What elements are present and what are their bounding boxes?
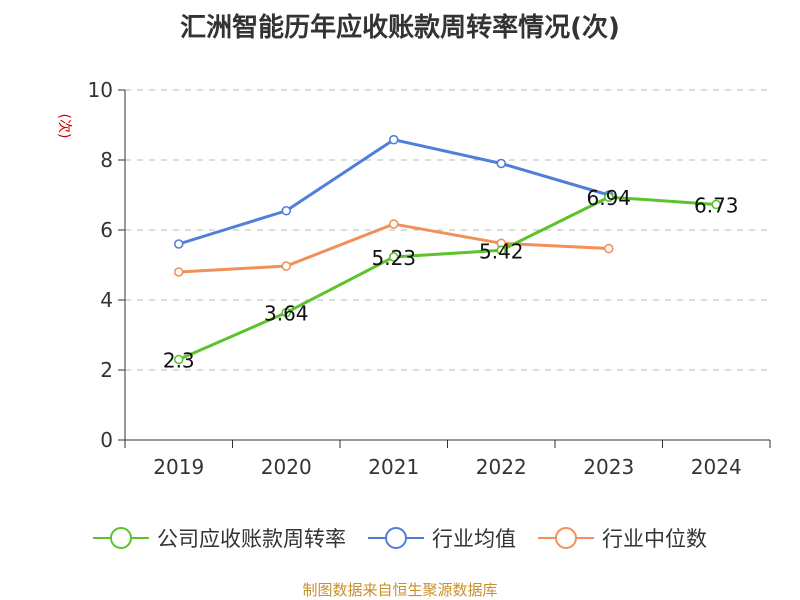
series-line-1 [178,195,717,361]
legend[interactable]: 公司应收账款周转率 行业均值 行业中位数 [93,527,707,551]
x-tick-label: 2024 [691,455,742,479]
data-point[interactable] [173,239,184,249]
data-label: 5.42 [479,239,524,263]
axes [118,89,771,448]
y-tick-label: 2 [100,358,113,382]
x-tick-label: 2023 [583,455,634,479]
y-tick-label: 8 [100,148,113,172]
legend-marker[interactable] [385,527,407,549]
series-lines [173,134,722,365]
y-tick-label: 4 [100,288,113,312]
legend-label[interactable]: 行业均值 [432,527,516,551]
data-labels: 2.3 3.64 5.23 5.42 6.94 6.73 [163,186,739,372]
data-label: 6.94 [586,186,631,210]
data-point[interactable] [603,192,614,202]
data-point[interactable] [173,354,184,365]
y-tick-label: 6 [100,218,113,242]
data-label: 6.73 [694,193,739,217]
data-point[interactable] [388,134,399,145]
x-tick-label: 2021 [368,455,419,479]
data-point[interactable] [496,158,507,169]
legend-label[interactable]: 行业中位数 [602,527,707,551]
y-tick-label: 10 [88,78,113,102]
data-label: 3.64 [264,302,309,326]
tick-labels: 0 2 4 6 8 10 2019 2020 2021 2022 2023 2024 [88,78,742,479]
data-point[interactable] [388,252,399,262]
data-point[interactable] [173,267,184,277]
data-point[interactable] [711,199,722,210]
data-point[interactable] [281,307,292,318]
data-point[interactable] [281,205,292,216]
chart-title: 汇洲智能历年应收账款周转率情况(次) [180,12,620,43]
x-tick-label: 2022 [476,455,527,479]
data-label: 2.3 [163,349,195,373]
y-axis-label: (次) [56,114,72,139]
source-note: 制图数据来自恒生聚源数据库 [302,581,497,599]
legend-marker[interactable] [555,527,577,549]
data-point[interactable] [281,261,292,271]
legend-label[interactable]: 公司应收账款周转率 [157,527,346,551]
legend-marker[interactable] [110,527,132,549]
y-tick-label: 0 [100,428,113,452]
x-tick-label: 2019 [153,455,204,479]
x-tick-label: 2020 [261,455,312,479]
data-point[interactable] [496,245,507,256]
data-label: 5.23 [371,246,416,270]
data-point[interactable] [388,219,399,229]
data-point[interactable] [603,243,614,254]
